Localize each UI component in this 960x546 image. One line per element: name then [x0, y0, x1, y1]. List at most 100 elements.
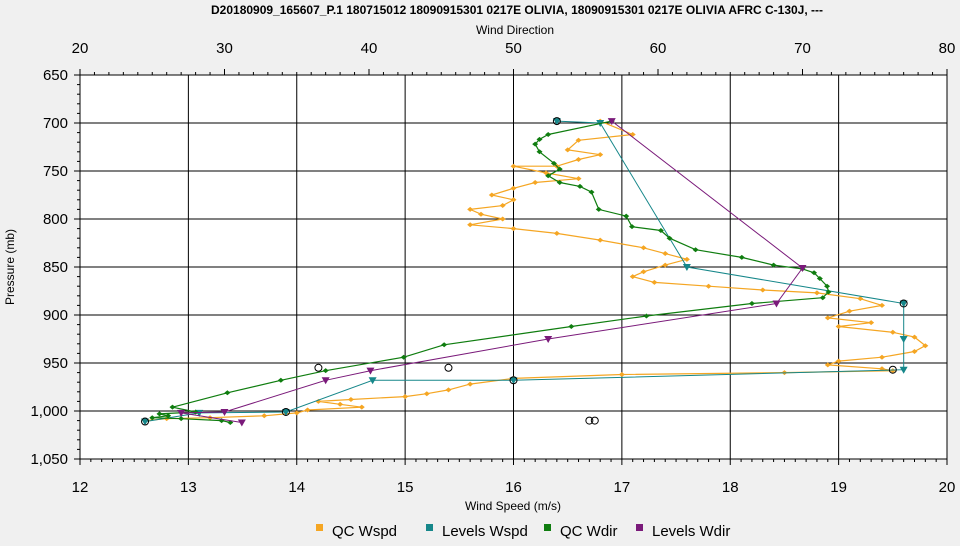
series-point-qc-wspd — [499, 203, 506, 209]
open-circle-marker — [509, 376, 518, 385]
series-point-qc-wspd — [423, 391, 430, 397]
series-point-qc-wspd — [467, 222, 474, 228]
series-point-qc-wspd — [629, 274, 636, 280]
series-point-qc-wspd — [510, 197, 517, 203]
y-axis-title: Pressure (mb) — [3, 229, 17, 305]
series-point-qc-wspd — [911, 348, 918, 354]
legend-label-qc-wdir: QC Wdir — [560, 523, 618, 540]
bottom-axis-tick-label: 14 — [288, 479, 305, 496]
series-point-qc-wdir — [819, 295, 826, 301]
y-axis-tick-label: 850 — [43, 259, 68, 276]
series-point-levels-wspd — [368, 377, 377, 385]
y-axis-tick-label: 950 — [43, 355, 68, 372]
y-axis-tick-label: 750 — [43, 163, 68, 180]
legend-label-qc-wspd: QC Wspd — [332, 523, 397, 540]
open-circle-marker — [281, 407, 290, 416]
series-point-qc-wdir — [738, 254, 745, 260]
series-point-qc-wspd — [477, 211, 484, 217]
series-point-qc-wspd — [911, 334, 918, 340]
series-point-qc-wspd — [640, 245, 647, 251]
series-point-qc-wspd — [889, 329, 896, 335]
series-point-qc-wspd — [857, 296, 864, 302]
bottom-axis-tick-label: 15 — [397, 479, 414, 496]
series-point-qc-wdir — [576, 183, 583, 189]
y-axis-tick-label: 800 — [43, 211, 68, 228]
top-axis-tick-label: 60 — [650, 40, 667, 57]
series-point-qc-wspd — [532, 180, 539, 186]
series-point-qc-wspd — [835, 324, 842, 330]
series-point-qc-wdir — [550, 160, 557, 166]
series-point-qc-wspd — [499, 216, 506, 222]
legend-label-levels-wspd: Levels Wspd — [442, 523, 528, 540]
series-point-qc-wdir — [666, 235, 673, 241]
series-point-levels-wspd — [552, 118, 561, 126]
open-circle-marker — [585, 416, 594, 425]
series-point-qc-wspd — [878, 302, 885, 308]
series-point-levels-wspd — [899, 366, 908, 374]
series-point-qc-wspd — [488, 192, 495, 198]
series-point-qc-wdir — [692, 247, 699, 253]
series-point-qc-wdir — [536, 136, 543, 142]
series-point-qc-wspd — [759, 287, 766, 293]
bottom-axis-tick-label: 18 — [722, 479, 739, 496]
series-point-qc-wdir — [748, 300, 755, 306]
series-point-qc-wdir — [169, 404, 176, 410]
top-axis-tick-label: 20 — [72, 40, 89, 57]
series-point-qc-wspd — [835, 358, 842, 364]
bottom-axis-tick-label: 17 — [614, 479, 631, 496]
series-point-qc-wdir — [825, 289, 832, 295]
series-point-qc-wspd — [553, 230, 560, 236]
legend-swatch-levels-wdir — [636, 524, 643, 531]
series-point-qc-wspd — [922, 343, 929, 349]
series-point-qc-wspd — [651, 279, 658, 285]
legend: QC Wspd Levels Wspd QC Wdir Levels Wdir — [316, 523, 730, 540]
series-point-qc-wspd — [824, 362, 831, 368]
series-point-qc-wspd — [846, 308, 853, 314]
series-point-qc-wspd — [347, 396, 354, 402]
legend-label-levels-wdir: Levels Wdir — [652, 523, 730, 540]
series-point-qc-wspd — [467, 206, 474, 212]
open-circle-marker — [899, 299, 908, 308]
series-qc-wspd — [142, 118, 929, 424]
legend-swatch-levels-wspd — [426, 524, 433, 531]
series-point-qc-wdir — [595, 206, 602, 212]
series-point-qc-wspd — [467, 381, 474, 387]
series-point-qc-wspd — [662, 251, 669, 257]
series-point-qc-wspd — [878, 354, 885, 360]
bottom-axis-tick-label: 19 — [830, 479, 847, 496]
series-point-qc-wdir — [816, 276, 823, 282]
series-point-qc-wdir — [628, 224, 635, 230]
open-circle-marker — [444, 363, 453, 372]
series-point-qc-wspd — [445, 387, 452, 393]
series-point-qc-wspd — [683, 256, 690, 262]
y-axis-tick-label: 1,050 — [30, 451, 68, 468]
series-point-qc-wdir — [556, 180, 563, 186]
series-point-qc-wspd — [402, 394, 409, 400]
series-point-qc-wspd — [261, 413, 268, 419]
bottom-axis-tick-label: 12 — [72, 479, 89, 496]
top-axis-tick-label: 80 — [939, 40, 956, 57]
series-point-levels-wdir — [772, 300, 781, 308]
series-point-qc-wspd — [337, 401, 344, 407]
legend-swatch-qc-wdir — [544, 524, 551, 531]
series-point-levels-wdir — [798, 264, 807, 272]
series-point-qc-wspd — [510, 185, 517, 191]
top-axis-tick-label: 70 — [794, 40, 811, 57]
y-axis-tick-label: 650 — [43, 67, 68, 84]
series-point-qc-wspd — [813, 290, 820, 296]
bottom-axis-title: Wind Speed (m/s) — [465, 499, 561, 513]
series-point-qc-wdir — [277, 377, 284, 383]
series-point-qc-wdir — [770, 262, 777, 268]
open-circle-marker — [888, 365, 897, 374]
series-line-qc-wspd — [144, 120, 927, 422]
series-point-qc-wdir — [149, 415, 156, 421]
series-point-qc-wdir — [824, 283, 831, 289]
series-point-qc-wspd — [575, 137, 582, 143]
series-point-qc-wdir — [192, 409, 199, 415]
series-point-levels-wdir — [366, 367, 375, 375]
series-point-qc-wspd — [575, 176, 582, 182]
top-axis-tick-label: 50 — [505, 40, 522, 57]
series-point-qc-wdir — [536, 149, 543, 155]
series-point-qc-wspd — [640, 269, 647, 275]
